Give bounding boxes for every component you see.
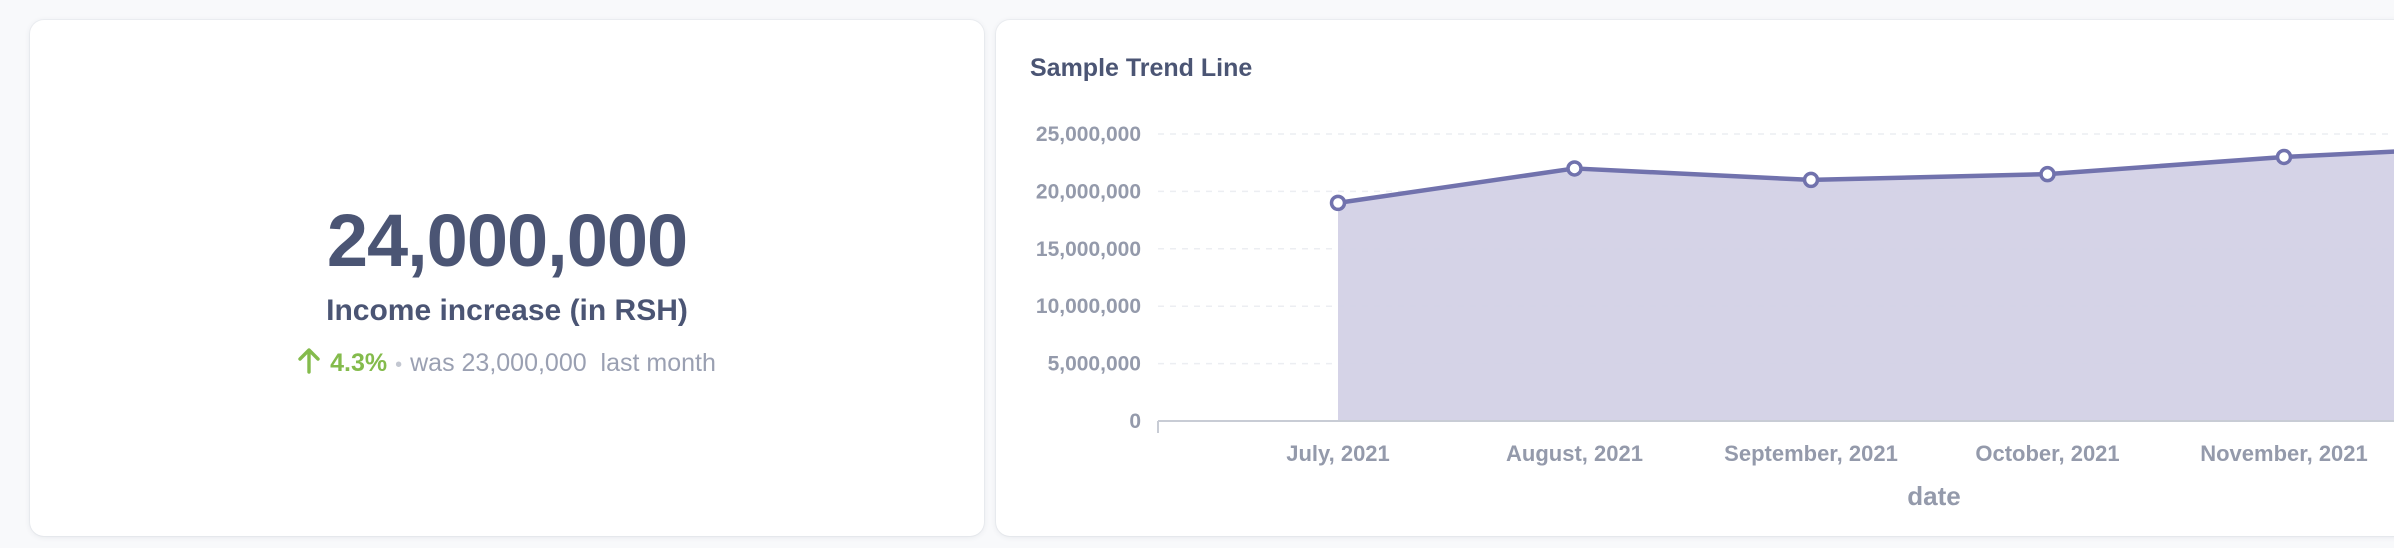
data-point[interactable] (2275, 148, 2293, 166)
scalar-comparison: 4.3% • was 23,000,000 last month (30, 348, 984, 381)
area-fill (1338, 151, 2394, 421)
trend-chart: 0 5,000,000 10,000,000 15,000,000 20,000,000… (1036, 123, 2394, 511)
series-line (1337, 149, 2394, 206)
x-tick-label: August, 2021 (1506, 441, 1643, 466)
y-tick-label: 20,000,000 (1036, 180, 1141, 203)
data-point[interactable] (1802, 171, 1820, 189)
x-tick-label: October, 2021 (1975, 441, 2119, 466)
x-tick-label: July, 2021 (1286, 441, 1390, 466)
data-point[interactable] (1329, 194, 1347, 212)
x-axis-label: date (1907, 481, 1960, 511)
chart-title[interactable]: Sample Trend Line (1030, 54, 1253, 82)
scalar-title: Income increase (in RSH) (326, 294, 688, 327)
data-point[interactable] (1566, 160, 1583, 177)
previous-value: was 23,000,000 (410, 349, 587, 377)
arrow-up-icon (298, 348, 320, 381)
y-tick-label: 15,000,000 (1036, 238, 1141, 261)
comparison-period: last month (600, 349, 716, 377)
y-tick-label: 0 (1129, 410, 1141, 433)
separator-dot: • (395, 354, 403, 376)
change-percent: 4.3% (330, 349, 388, 377)
trend-chart-card[interactable]: Sample Trend Line 0 5,000,000 10,000,000 15… (996, 20, 2394, 536)
y-tick-label: 10,000,000 (1036, 295, 1141, 318)
y-tick-label: 25,000,000 (1036, 123, 1141, 146)
y-tick-label: 5,000,000 (1048, 353, 1141, 376)
scalar-value: 24,000,000 (326, 199, 688, 282)
x-tick-label: September, 2021 (1724, 441, 1898, 466)
x-tick-label: November, 2021 (2200, 441, 2368, 466)
scalar-card[interactable]: 24,000,000 Income increase (in RSH) 4.3%… (30, 20, 984, 536)
data-point[interactable] (2039, 165, 2056, 183)
